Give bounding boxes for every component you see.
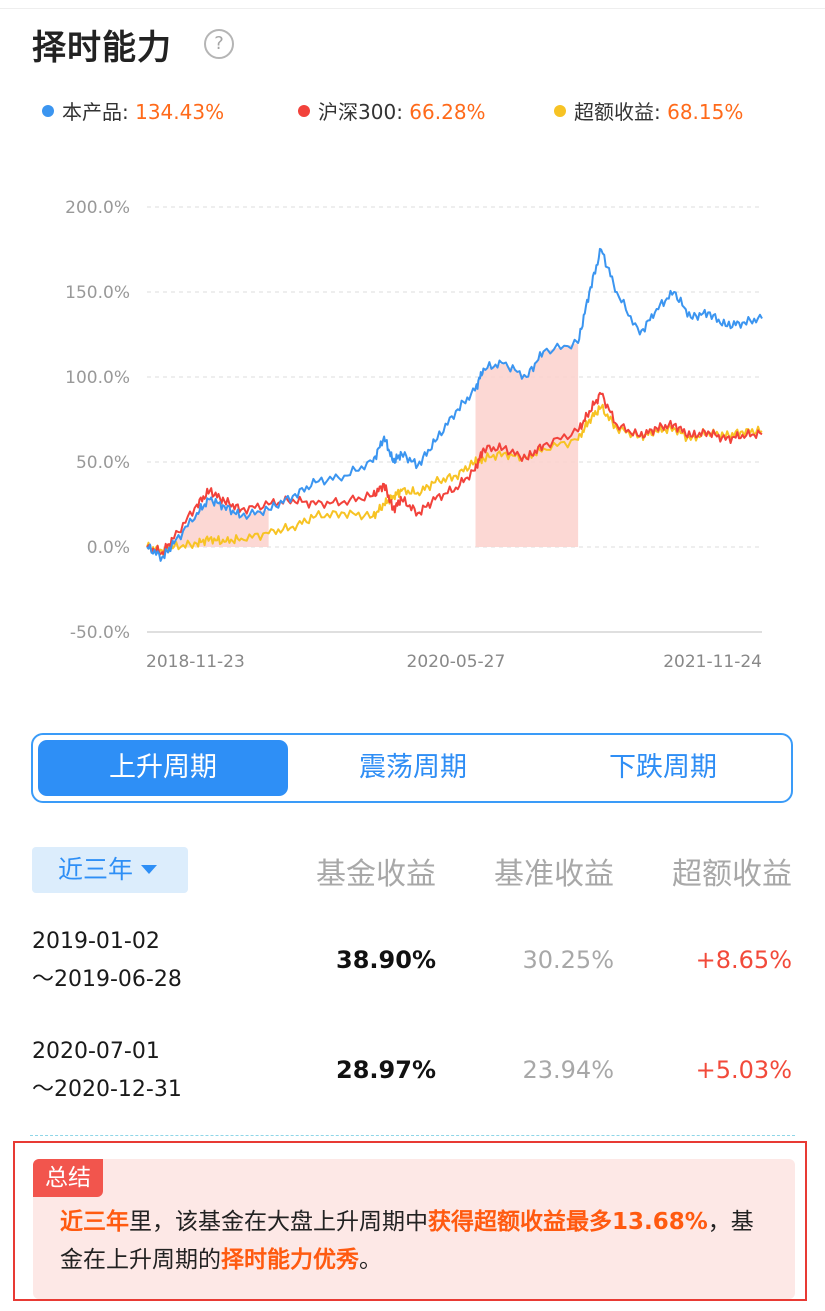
shaded-rising-period	[169, 499, 269, 549]
tab-rising-cycle[interactable]: 上升周期	[38, 740, 288, 796]
row-end-date: ～2020-12-31	[32, 1077, 182, 1102]
excess-return-value: +8.65%	[695, 946, 792, 974]
yellow-dot-icon	[554, 105, 566, 117]
shaded-rising-period	[475, 343, 579, 547]
y-tick-label: 0.0%	[87, 538, 130, 558]
summary-plain: 里，该基金在大盘上升周期中	[129, 1209, 428, 1235]
x-tick-label: 2021-11-24	[663, 652, 762, 672]
legend-item-excess: 超额收益: 68.15%	[554, 96, 743, 125]
series-line-0	[146, 247, 763, 562]
y-tick-label: 100.0%	[65, 368, 130, 388]
summary-background	[33, 1159, 795, 1299]
series-line-1	[146, 391, 763, 556]
header-fund-return: 基金收益	[316, 857, 436, 892]
legend-item-hs300: 沪深300: 66.28%	[298, 96, 486, 125]
chart-legend: 本产品: 134.43% 沪深300: 66.28% 超额收益: 68.15%	[0, 96, 825, 126]
blue-dot-icon	[42, 105, 54, 117]
legend-label: 超额收益	[574, 100, 654, 124]
y-tick-label: 200.0%	[65, 198, 130, 218]
y-tick-label: 150.0%	[65, 283, 130, 303]
excess-return-value: +5.03%	[695, 1056, 792, 1084]
y-tick-label: -50.0%	[70, 623, 130, 643]
x-tick-label: 2020-05-27	[407, 652, 506, 672]
benchmark-return-value: 30.25%	[522, 946, 614, 974]
legend-item-product: 本产品: 134.43%	[42, 96, 224, 125]
summary-box: 总结 近三年里，该基金在大盘上升周期中获得超额收益最多13.68%，基金在上升周…	[13, 1141, 807, 1301]
header-excess-return: 超额收益	[672, 857, 792, 892]
y-tick-label: 50.0%	[76, 453, 130, 473]
legend-label: 本产品	[62, 100, 122, 124]
tab-volatile-cycle[interactable]: 震荡周期	[359, 752, 467, 783]
summary-highlight: 择时能力优秀	[221, 1247, 359, 1273]
series-line-2	[146, 403, 763, 557]
legend-value: 134.43%	[135, 100, 225, 124]
row-end-date: ～2019-06-28	[32, 967, 182, 992]
x-tick-label: 2018-11-23	[146, 652, 245, 672]
help-icon[interactable]: ?	[204, 29, 234, 59]
page-title: 择时能力	[32, 28, 172, 68]
summary-highlight: 获得超额收益最多13.68%	[428, 1209, 708, 1235]
row-start-date: 2020-07-01	[32, 1039, 160, 1064]
fund-return-value: 28.97%	[336, 1056, 436, 1084]
tab-falling-cycle[interactable]: 下跌周期	[609, 752, 717, 783]
row-start-date: 2019-01-02	[32, 929, 160, 954]
summary-text: 近三年里，该基金在大盘上升周期中获得超额收益最多13.68%，基金在上升周期的择…	[60, 1203, 760, 1279]
caret-down-icon	[141, 865, 158, 874]
summary-plain: ，基金在上升周期的	[60, 1209, 754, 1273]
header-benchmark-return: 基准收益	[494, 857, 614, 892]
fund-return-value: 38.90%	[336, 946, 436, 974]
line-chart: 200.0% 150.0% 100.0% 50.0% 0.0% -50.0% 2018-11…	[65, 198, 763, 672]
red-dot-icon	[298, 105, 310, 117]
range-label: 近三年	[58, 855, 134, 884]
legend-value: 66.28%	[409, 100, 486, 124]
summary-tag: 总结	[33, 1159, 103, 1197]
divider	[30, 1135, 795, 1136]
top-divider	[0, 8, 825, 9]
summary-plain: 。	[359, 1247, 382, 1273]
benchmark-return-value: 23.94%	[522, 1056, 614, 1084]
summary-highlight: 近三年	[60, 1209, 129, 1235]
range-selector[interactable]: 近三年	[32, 847, 188, 893]
legend-value: 68.15%	[667, 100, 744, 124]
legend-label: 沪深300	[318, 100, 397, 124]
cycle-tabs: 上升周期 震荡周期 下跌周期	[31, 733, 793, 803]
